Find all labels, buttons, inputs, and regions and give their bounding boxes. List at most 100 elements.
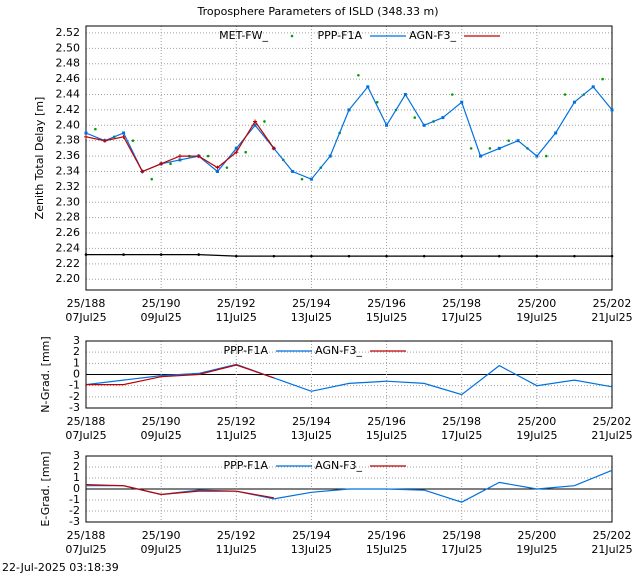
legend-label: AGN-F3_: [409, 29, 456, 42]
x-tick-sublabel: 09Jul25: [141, 311, 182, 324]
series-line: [85, 484, 275, 499]
legend-label: PPP-F1A: [224, 344, 269, 357]
y-tick-label: -2: [69, 504, 80, 517]
point: [177, 154, 182, 159]
point: [131, 139, 135, 142]
point: [563, 93, 567, 96]
x-tick-sublabel: 09Jul25: [141, 543, 182, 556]
point: [216, 169, 219, 173]
x-tick-sublabel: 13Jul25: [291, 429, 332, 442]
point: [507, 139, 510, 142]
timestamp: 22-Jul-2025 03:18:39: [2, 561, 119, 574]
point: [94, 127, 97, 131]
point: [84, 134, 88, 139]
point: [215, 165, 220, 170]
point: [516, 139, 520, 143]
series-line: [86, 469, 613, 503]
point: [263, 120, 266, 123]
y-tick-label: 2.30: [56, 195, 81, 208]
y-tick-label: 2.46: [56, 72, 81, 85]
y-tick-label: 2.36: [56, 149, 81, 162]
y-tick-label: 2: [73, 345, 80, 358]
y-tick-label: 1: [73, 356, 80, 369]
point: [169, 162, 172, 166]
legend-label: AGN-F3_: [315, 344, 362, 357]
x-tick-sublabel: 13Jul25: [291, 311, 332, 324]
point: [479, 154, 482, 158]
plot-border: [85, 455, 613, 523]
x-tick-label: 25/198: [442, 529, 481, 542]
point: [197, 253, 201, 256]
x-tick-label: 25/200: [518, 297, 557, 310]
point: [272, 254, 276, 258]
x-tick-label: 25/188: [67, 529, 106, 542]
legend-swatch: [290, 34, 294, 38]
x-tick-sublabel: 19Jul25: [516, 311, 557, 324]
x-tick-label: 25/192: [217, 415, 256, 428]
point: [271, 146, 276, 151]
point: [357, 73, 360, 77]
point: [460, 100, 464, 104]
x-tick-label: 25/190: [142, 415, 181, 428]
y-tick-label: -2: [69, 390, 80, 403]
point: [84, 253, 88, 256]
point: [544, 154, 548, 158]
x-tick-label: 25/202: [593, 297, 632, 310]
y-tick-label: 2.22: [56, 257, 81, 270]
point: [573, 254, 576, 258]
y-axis-label: N-Grad. [mm]: [39, 336, 52, 412]
point: [291, 169, 295, 173]
x-tick-sublabel: 07Jul25: [65, 429, 106, 442]
y-tick-label: 2.44: [56, 88, 81, 101]
point: [347, 108, 351, 112]
point: [413, 116, 417, 119]
point: [121, 134, 126, 139]
point: [441, 116, 445, 120]
point: [234, 150, 239, 155]
y-axis-label: Zenith Total Delay [m]: [33, 97, 46, 220]
point: [310, 254, 313, 258]
point: [140, 169, 145, 174]
point: [206, 154, 210, 158]
x-tick-sublabel: 07Jul25: [65, 543, 106, 556]
x-tick-label: 25/188: [67, 297, 106, 310]
point: [102, 138, 107, 143]
plot-border: [85, 25, 613, 291]
point: [554, 131, 558, 135]
y-tick-label: 2: [73, 460, 80, 473]
x-tick-label: 25/202: [593, 529, 632, 542]
y-tick-label: -1: [69, 379, 80, 392]
y-tick-label: 2.28: [56, 211, 81, 224]
point: [347, 254, 351, 258]
x-tick-label: 25/196: [367, 529, 406, 542]
y-tick-label: 2.38: [56, 134, 81, 147]
x-tick-sublabel: 11Jul25: [216, 543, 257, 556]
point: [610, 108, 614, 112]
point: [535, 154, 539, 158]
point: [460, 254, 464, 258]
point: [385, 123, 389, 127]
x-tick-label: 25/198: [442, 415, 481, 428]
x-tick-sublabel: 15Jul25: [366, 311, 407, 324]
point: [309, 177, 313, 181]
point: [469, 147, 473, 150]
x-tick-label: 25/192: [217, 297, 256, 310]
x-tick-label: 25/196: [367, 415, 406, 428]
point: [488, 147, 492, 150]
series-line: [85, 120, 275, 173]
x-tick-sublabel: 13Jul25: [291, 543, 332, 556]
x-tick-label: 25/194: [292, 529, 331, 542]
x-tick-sublabel: 09Jul25: [141, 429, 182, 442]
point: [601, 77, 604, 81]
point: [234, 254, 238, 258]
series-line: [85, 85, 613, 180]
x-tick-sublabel: 17Jul25: [441, 543, 482, 556]
point: [300, 177, 304, 181]
y-tick-label: 2.26: [56, 226, 81, 239]
y-tick-label: 1: [73, 471, 80, 484]
point: [196, 154, 201, 159]
point: [591, 85, 595, 89]
point: [159, 161, 164, 166]
x-tick-sublabel: 17Jul25: [441, 311, 482, 324]
